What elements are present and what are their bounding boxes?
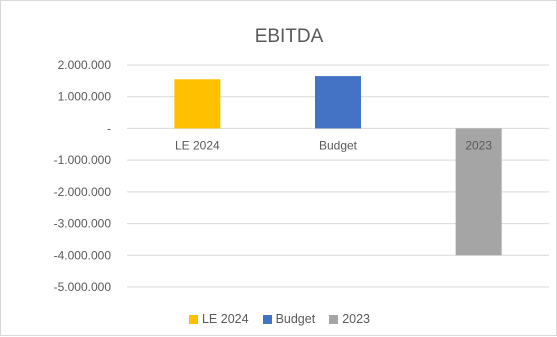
y-tick-label: -5.000.000 xyxy=(54,280,112,294)
y-tick-label: -1.000.000 xyxy=(54,153,112,167)
category-labels: LE 2024 Budget 2023 xyxy=(175,138,492,152)
legend-item-budget: Budget xyxy=(262,312,316,326)
legend-swatch-budget xyxy=(262,314,272,324)
legend-item-2023: 2023 xyxy=(329,312,370,326)
legend-item-le-2024: LE 2024 xyxy=(188,312,249,326)
bar-le-2024 xyxy=(174,79,221,129)
category-label-le-2024: LE 2024 xyxy=(175,138,220,152)
legend-swatch-2023 xyxy=(329,314,339,324)
legend-label-budget: Budget xyxy=(275,312,316,326)
legend: LE 2024 Budget 2023 xyxy=(1,309,557,329)
category-label-budget: Budget xyxy=(319,138,358,152)
y-tick-label: -2.000.000 xyxy=(54,185,112,199)
y-tick-label: 1.000.000 xyxy=(58,90,112,104)
legend-label-le-2024: LE 2024 xyxy=(201,312,249,326)
y-tick-label: -4.000.000 xyxy=(54,248,112,262)
y-tick-label: 2.000.000 xyxy=(58,58,112,72)
y-tick-label: - xyxy=(107,121,111,135)
legend-swatch-le-2024 xyxy=(188,314,198,324)
bars xyxy=(174,76,502,256)
bar-budget xyxy=(315,76,361,129)
chart-title: EBITDA xyxy=(255,26,324,47)
bar-2023 xyxy=(455,128,502,256)
y-tick-label: -3.000.000 xyxy=(54,217,112,231)
y-axis-tick-labels: 2.000.000 1.000.000 - -1.000.000 -2.000.000 -… xyxy=(54,58,112,294)
category-label-2023: 2023 xyxy=(465,138,492,152)
legend-label-2023: 2023 xyxy=(342,312,370,326)
